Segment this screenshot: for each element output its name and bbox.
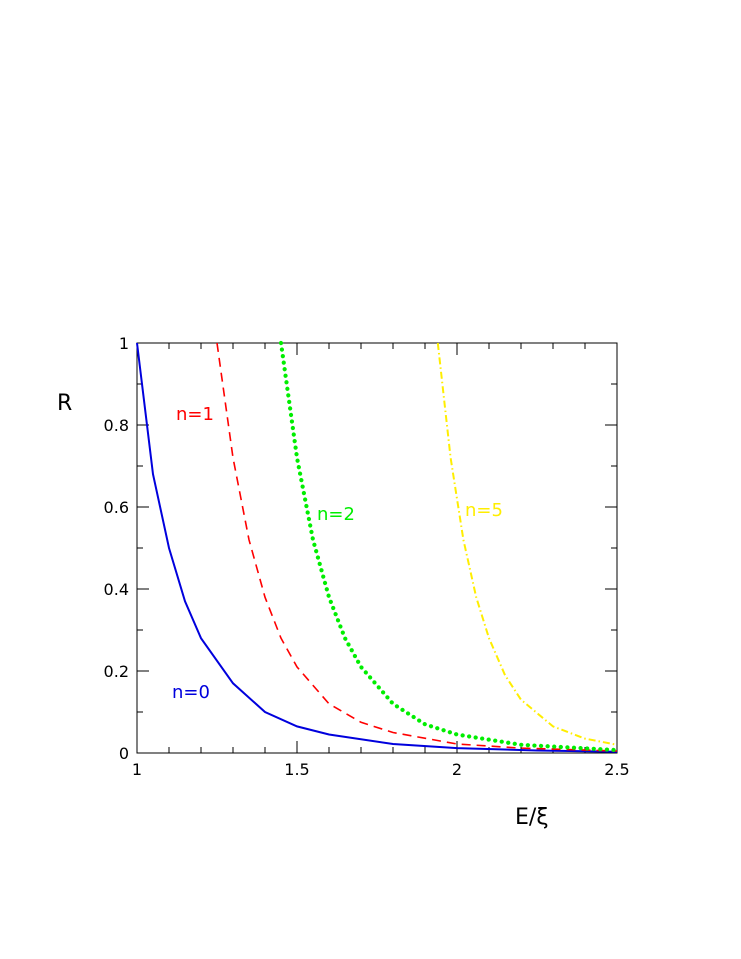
- y-tick-label: 0.6: [104, 498, 129, 517]
- y-tick-label: 0.8: [104, 416, 129, 435]
- series-label: n=0: [172, 682, 210, 703]
- series-label: n=5: [465, 500, 503, 521]
- series-line-n-0: [136, 342, 618, 753]
- series-line-n-5: [436, 342, 618, 746]
- series-layer: n=0 n=1 n=2 n=5: [136, 340, 620, 753]
- series-label: n=2: [317, 504, 355, 525]
- y-axis-title: R: [57, 391, 72, 416]
- x-tick-label: 1.5: [284, 760, 309, 779]
- y-tick-label: 0.4: [104, 580, 129, 599]
- series-line-n-1: [216, 342, 618, 752]
- y-tick-label: 0.2: [104, 662, 129, 681]
- x-axis-title: E/ξ: [515, 805, 549, 830]
- y-tick-label: 0: [119, 744, 129, 763]
- x-tick-label: 2.5: [604, 760, 629, 779]
- x-tick-label: 1: [132, 760, 142, 779]
- series-line-n-2: [278, 340, 620, 753]
- y-tick-label: 1: [119, 334, 129, 353]
- axis-ticks: 1 1.5 2 2.5 0 0.2 0.4 0.6 0.8 1: [104, 334, 630, 779]
- series-label: n=1: [176, 404, 214, 425]
- x-tick-label: 2: [452, 760, 462, 779]
